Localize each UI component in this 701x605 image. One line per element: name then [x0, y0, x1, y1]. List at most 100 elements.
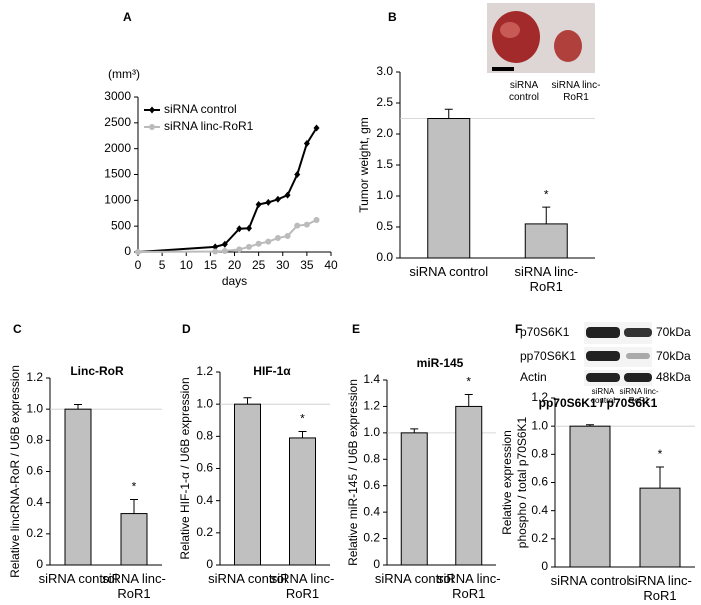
x-tick-label: siRNA control [38, 571, 118, 586]
legend-marker [149, 106, 155, 114]
y-tick-label: 0.4 [196, 493, 213, 507]
y-tick-label: 1.0 [531, 418, 548, 432]
chart-title: miR-145 [417, 356, 464, 370]
y-tick-label: 3000 [104, 89, 131, 103]
marker [303, 140, 310, 147]
photo-label: siRNA control [508, 80, 539, 103]
y-tick-label: 2000 [104, 141, 131, 155]
blot-row-label: Actin [520, 370, 547, 384]
marker [245, 224, 252, 232]
y-tick-label: 0.2 [26, 526, 43, 540]
blot-size-label: 48kDa [656, 370, 691, 384]
error-bar [74, 403, 82, 410]
y-tick-label: 1.2 [363, 399, 380, 413]
significance: * [544, 187, 549, 201]
marker [265, 198, 272, 206]
band [624, 373, 652, 382]
y-tick-label: 0.4 [531, 503, 548, 517]
marker [255, 240, 262, 247]
scale-bar [492, 67, 514, 71]
marker [313, 124, 320, 132]
x-axis-label: days [222, 274, 247, 288]
bar [64, 408, 92, 566]
bar [455, 405, 483, 566]
error-bar [410, 428, 419, 433]
y-axis-label: Tumor weight, gm [357, 117, 371, 213]
x-tick-label: siRNA linc-RoR1 [270, 571, 335, 601]
band [626, 353, 650, 359]
y-tick-label: 0.2 [196, 525, 213, 539]
y-tick-label: 0.2 [531, 531, 548, 545]
panel-label: B [388, 10, 397, 24]
tumor [492, 11, 540, 63]
marker [212, 243, 219, 251]
y-tick-label: 2500 [104, 115, 131, 129]
y-tick-label: 0 [206, 557, 213, 571]
x-tick-label: siRNA linc-RoR1 [628, 573, 692, 603]
significance: * [658, 447, 663, 461]
marker [135, 249, 141, 255]
x-tick-label: siRNA control [550, 573, 630, 588]
blot-lane-label: siRNA linc-RoR1 [619, 387, 659, 405]
marker [255, 200, 262, 208]
blot-row-label: p70S6K1 [520, 325, 570, 339]
legend-marker [149, 124, 155, 130]
x-tick-label: 30 [276, 258, 290, 272]
bar [639, 487, 681, 568]
chart-title: pp70S6K1 / p70S6K1 [539, 396, 658, 410]
x-tick-label: siRNA linc-RoR1 [436, 571, 501, 601]
error-bar [243, 397, 252, 405]
y-axis-label: Relative miR-145 / U6B expression [346, 379, 360, 566]
panel-label: C [13, 322, 22, 336]
error-bar [444, 108, 453, 119]
marker [265, 238, 272, 245]
x-tick-label: siRNA linc-RoR1 [102, 571, 166, 601]
y-tick-label: 1.2 [196, 364, 213, 378]
chart-title: Linc-RoR [70, 364, 124, 378]
significance: * [466, 375, 471, 389]
y-tick-label: 0.4 [26, 495, 43, 509]
x-tick-label: 40 [324, 258, 338, 272]
marker [245, 243, 252, 250]
significance: * [132, 480, 137, 494]
y-tick-label: 1.0 [363, 425, 380, 439]
band [586, 327, 620, 338]
marker [284, 232, 291, 239]
bar [289, 437, 316, 566]
y-unit: (mm³) [108, 67, 140, 81]
y-tick-label: 0.2 [363, 531, 380, 545]
x-tick-label: 35 [300, 258, 314, 272]
marker [313, 216, 320, 223]
y-tick-label: 0.8 [26, 433, 43, 447]
significance: * [300, 412, 305, 426]
y-tick-label: 2.5 [376, 95, 393, 109]
y-tick-label: 0.8 [363, 451, 380, 465]
panel-label: D [182, 322, 191, 336]
x-tick-label: 5 [159, 258, 166, 272]
y-tick-label: 1.2 [26, 370, 43, 384]
legend-label: siRNA linc-RoR1 [164, 119, 254, 133]
marker [284, 191, 291, 199]
y-tick-label: 0 [124, 244, 131, 258]
x-tick-label: 10 [180, 258, 194, 272]
y-tick-label: 1.2 [531, 390, 548, 404]
error-bar [298, 431, 307, 438]
x-tick-label: siRNA control [374, 571, 454, 586]
y-tick-label: 0.8 [531, 447, 548, 461]
band [586, 351, 620, 361]
error-bar [130, 499, 138, 514]
x-tick-label: siRNA control [208, 571, 287, 586]
y-axis-label: phospho / total p70S6K1 [515, 416, 529, 548]
y-tick-label: 1500 [104, 167, 131, 181]
tumor-photo [487, 3, 595, 73]
y-tick-label: 0 [36, 557, 43, 571]
y-tick-label: 1.0 [376, 188, 393, 202]
bar [400, 432, 428, 566]
x-tick-label: siRNA control [409, 264, 489, 279]
x-tick-label: siRNA linc-RoR1 [514, 264, 579, 294]
marker [236, 246, 243, 253]
y-tick-label: 0.8 [196, 429, 213, 443]
band [624, 328, 652, 337]
y-tick-label: 1.0 [196, 396, 213, 410]
panel-label: A [123, 10, 132, 24]
